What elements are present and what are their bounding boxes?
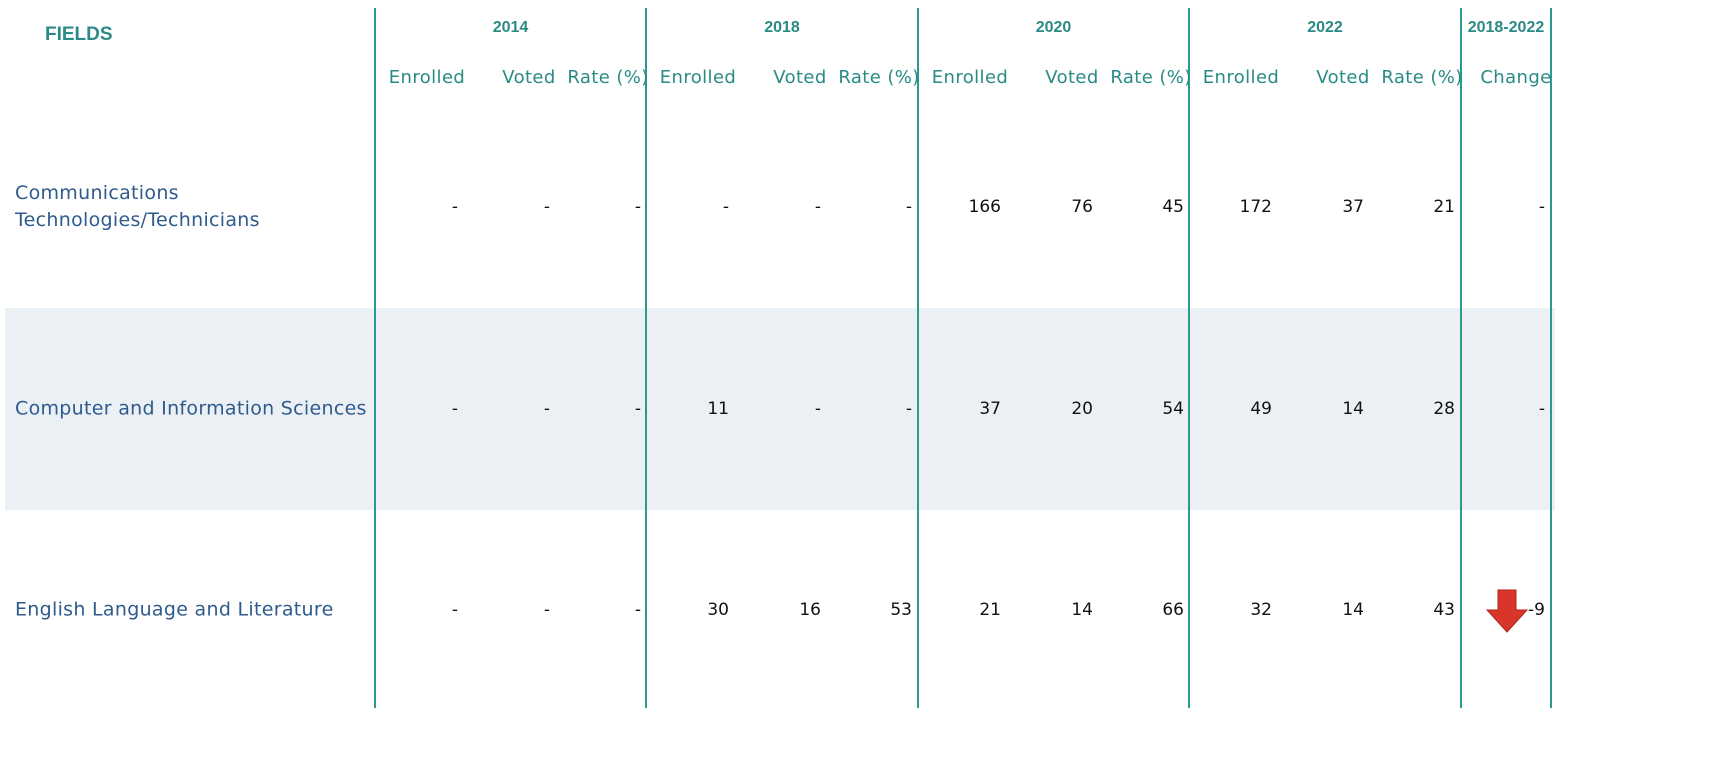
field-name: Communications Technologies/Technicians — [15, 182, 260, 231]
cell-value: 21 — [1433, 197, 1455, 217]
column-header: Enrolled — [388, 67, 466, 88]
cell-value: 166 — [968, 197, 1001, 217]
cell-value: - — [543, 399, 550, 419]
cell-value: 14 — [1342, 399, 1364, 419]
cell-value: - — [451, 600, 458, 620]
cell-value: - — [814, 197, 821, 217]
cell-value: 49 — [1250, 399, 1272, 419]
cell-value: - — [1538, 399, 1545, 419]
column-divider — [645, 8, 647, 708]
cell-value: 45 — [1162, 197, 1184, 217]
cell-value: - — [905, 197, 912, 217]
cell-value: 16 — [799, 600, 821, 620]
column-header: Enrolled — [659, 67, 737, 88]
cell-value: 20 — [1071, 399, 1093, 419]
column-header: Voted — [773, 67, 827, 88]
cell-value: - — [543, 197, 550, 217]
cell-value: 53 — [890, 600, 912, 620]
cell-value: 14 — [1342, 600, 1364, 620]
down-arrow-icon — [1486, 589, 1528, 633]
fields-header: FIELDS — [45, 24, 113, 45]
year-header: 2018 — [764, 19, 800, 36]
year-header: 2018-2022 — [1467, 19, 1545, 36]
cell-value: - — [451, 197, 458, 217]
cell-value: 54 — [1162, 399, 1184, 419]
column-header: Change — [1480, 67, 1552, 88]
column-divider — [1188, 8, 1190, 708]
cell-value: -9 — [1528, 600, 1545, 620]
cell-value: 66 — [1162, 600, 1184, 620]
cell-value: 21 — [979, 600, 1001, 620]
column-header: Enrolled — [1202, 67, 1280, 88]
cell-value: - — [634, 600, 641, 620]
cell-value: 28 — [1433, 399, 1455, 419]
cell-value: 14 — [1071, 600, 1093, 620]
column-header: Rate (%) — [838, 67, 920, 88]
cell-value: 172 — [1239, 197, 1272, 217]
field-name: Computer and Information Sciences — [15, 397, 367, 420]
year-header: 2022 — [1307, 19, 1343, 36]
field-name: English Language and Literature — [15, 598, 334, 621]
column-divider — [917, 8, 919, 708]
cell-value: 32 — [1250, 600, 1272, 620]
cell-value: - — [634, 197, 641, 217]
cell-value: 43 — [1433, 600, 1455, 620]
column-header: Voted — [1045, 67, 1099, 88]
cell-value: 11 — [707, 399, 729, 419]
cell-value: 30 — [707, 600, 729, 620]
cell-value: - — [905, 399, 912, 419]
cell-value: - — [451, 399, 458, 419]
row-band — [5, 308, 1555, 510]
column-divider — [1460, 8, 1462, 708]
column-header: Rate (%) — [1381, 67, 1463, 88]
column-header: Rate (%) — [1110, 67, 1192, 88]
cell-value: 37 — [1342, 197, 1364, 217]
column-header: Rate (%) — [567, 67, 649, 88]
cell-value: 37 — [979, 399, 1001, 419]
cell-value: - — [814, 399, 821, 419]
column-divider — [374, 8, 376, 708]
column-header: Voted — [1316, 67, 1370, 88]
cell-value: 76 — [1071, 197, 1093, 217]
column-header: Voted — [502, 67, 556, 88]
cell-value: - — [634, 399, 641, 419]
cell-value: - — [1538, 197, 1545, 217]
column-header: Enrolled — [931, 67, 1009, 88]
cell-value: - — [722, 197, 729, 217]
column-divider — [1550, 8, 1552, 708]
year-header: 2020 — [1035, 19, 1072, 36]
cell-value: - — [543, 600, 550, 620]
year-header: 2014 — [492, 19, 529, 36]
